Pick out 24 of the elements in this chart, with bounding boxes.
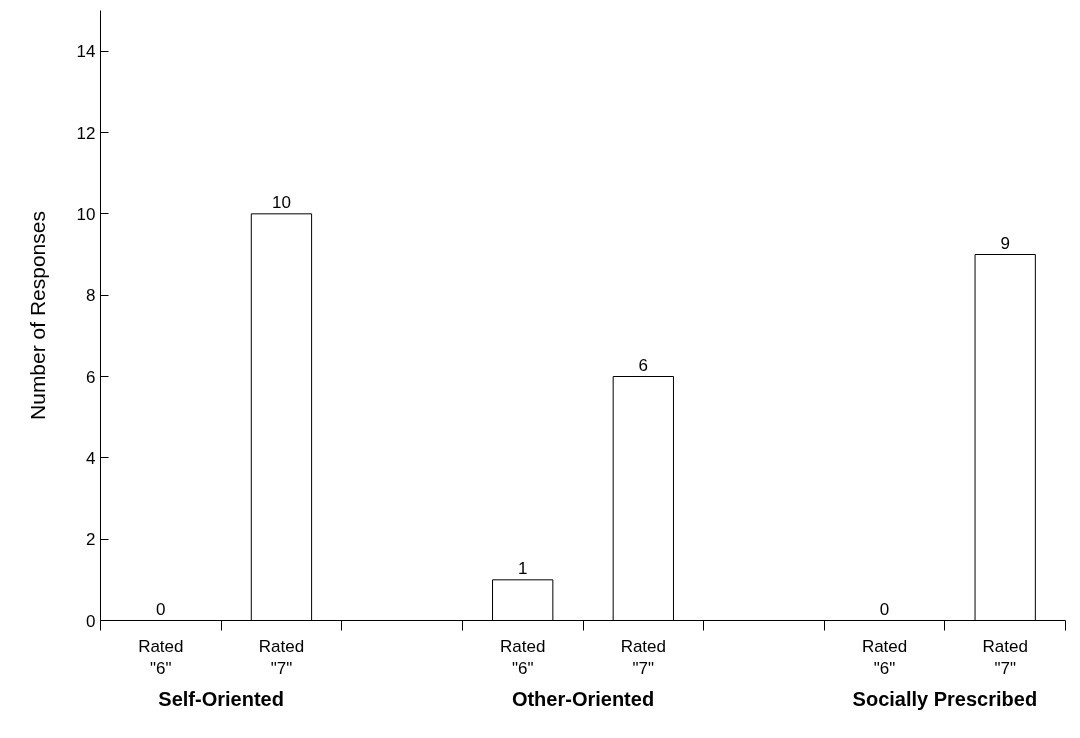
data-label: 0 xyxy=(879,599,890,619)
x-tick-label: Rated "6" xyxy=(500,636,546,679)
text: Other-Oriented xyxy=(511,687,655,710)
x-tick-label: Rated "7" xyxy=(258,636,305,679)
y-tick-label: 10 xyxy=(76,204,96,224)
text: Socially Prescribed xyxy=(852,687,1038,710)
x-tick-label: Rated "7" xyxy=(982,636,1028,679)
data-label: 9 xyxy=(1000,233,1010,253)
text: Self-Oriented xyxy=(158,687,284,710)
x-tick-label: Rated "6" xyxy=(861,636,908,679)
data-label: 10 xyxy=(271,192,291,212)
y-tick-label: 8 xyxy=(86,286,96,306)
x-tick-label: Rated "6" xyxy=(138,636,184,679)
data-label: 1 xyxy=(517,558,528,578)
y-tick-label: 12 xyxy=(76,123,96,143)
y-tick-label: 6 xyxy=(86,367,96,387)
data-label: 0 xyxy=(156,599,166,619)
y-tick-label: 14 xyxy=(76,42,96,62)
y-tick-label: 4 xyxy=(86,448,96,468)
y-tick-label: 2 xyxy=(86,530,96,550)
x-tick-label: Rated "7" xyxy=(620,636,667,679)
y-axis-title: Number of Responses xyxy=(25,211,49,420)
data-label: 6 xyxy=(638,355,649,375)
y-tick-label: 0 xyxy=(86,611,96,631)
